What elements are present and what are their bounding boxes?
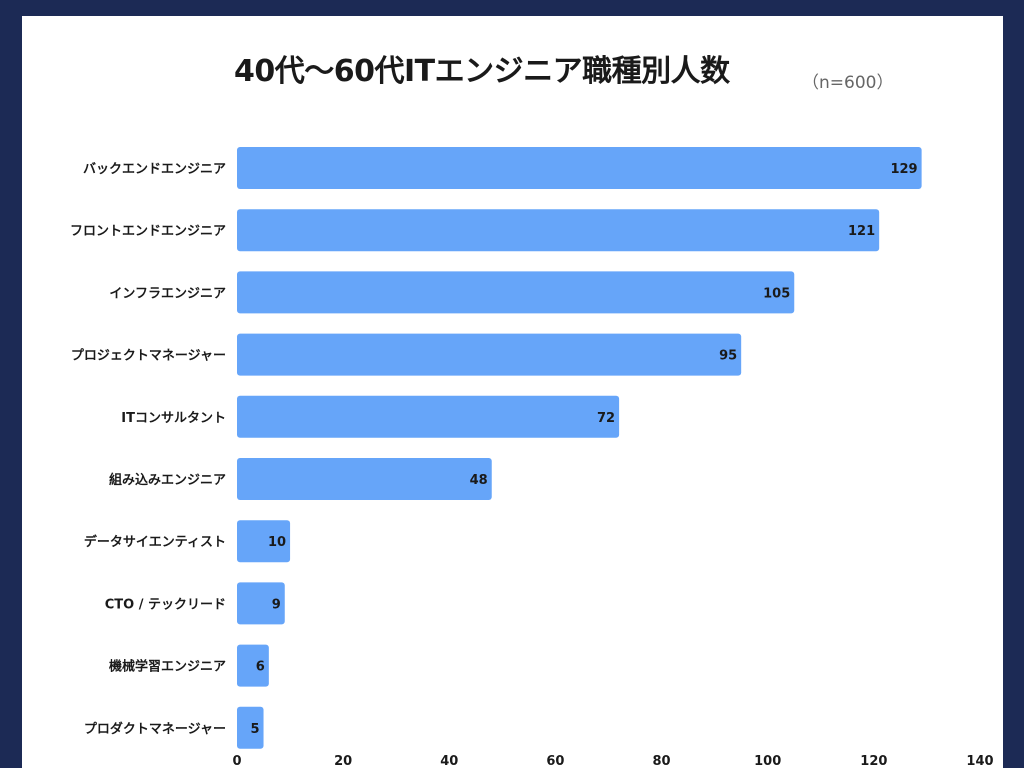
x-tick-label-0: 0 xyxy=(232,754,241,768)
category-label-4: ITコンサルタント xyxy=(121,411,226,426)
value-label-6: 10 xyxy=(268,535,286,550)
x-tick-label-4: 80 xyxy=(653,754,671,768)
category-label-5: 組み込みエンジニア xyxy=(109,472,226,488)
bar-9 xyxy=(237,706,264,749)
value-label-0: 129 xyxy=(890,162,917,177)
value-label-5: 48 xyxy=(470,473,488,488)
category-label-1: フロントエンドエンジニア xyxy=(70,224,226,239)
value-label-3: 95 xyxy=(719,349,737,364)
chart-card xyxy=(22,16,1003,768)
value-label-4: 72 xyxy=(597,411,615,426)
chart-subtitle: （n=600） xyxy=(802,73,894,93)
value-label-2: 105 xyxy=(763,286,790,301)
bar-5 xyxy=(237,458,492,500)
value-label-8: 6 xyxy=(256,660,265,675)
x-tick-label-1: 20 xyxy=(334,754,352,768)
category-label-2: インフラエンジニア xyxy=(109,286,226,301)
bar-6 xyxy=(237,520,291,563)
x-axis-ticks: 0 20 40 60 80 100 120 140 xyxy=(232,754,993,768)
bar-0 xyxy=(237,147,922,189)
value-labels: 129 121 105 95 72 48 10 9 6 5 xyxy=(250,162,917,737)
category-label-9: プロダクトマネージャー xyxy=(84,721,226,737)
category-label-8: 機械学習エンジニア xyxy=(109,659,226,675)
x-tick-label-3: 60 xyxy=(546,754,564,768)
bars-group xyxy=(237,147,922,749)
bar-2 xyxy=(237,271,795,314)
category-label-3: プロジェクトマネージャー xyxy=(71,349,226,364)
bar-4 xyxy=(237,395,620,438)
x-tick-label-6: 120 xyxy=(860,754,887,768)
category-labels: バックエンドエンジニアフロントエンドエンジニアインフラエンジニアプロジェクトマネ… xyxy=(70,162,226,737)
x-tick-label-5: 100 xyxy=(754,754,781,768)
x-tick-label-2: 40 xyxy=(440,754,458,768)
bar-8 xyxy=(237,644,269,687)
bar-3 xyxy=(237,333,742,376)
category-label-0: バックエンドエンジニア xyxy=(83,162,226,177)
bar-7 xyxy=(237,582,285,625)
value-label-9: 5 xyxy=(250,722,259,737)
category-label-6: データサイエンティスト xyxy=(84,534,226,550)
category-label-7: CTO / テックリード xyxy=(105,597,226,612)
value-label-7: 9 xyxy=(272,597,281,612)
value-label-1: 121 xyxy=(848,224,875,239)
bar-1 xyxy=(237,209,880,252)
chart-title: 40代〜60代ITエンジニア職種別人数 xyxy=(234,54,730,89)
x-tick-label-7: 140 xyxy=(966,754,993,768)
